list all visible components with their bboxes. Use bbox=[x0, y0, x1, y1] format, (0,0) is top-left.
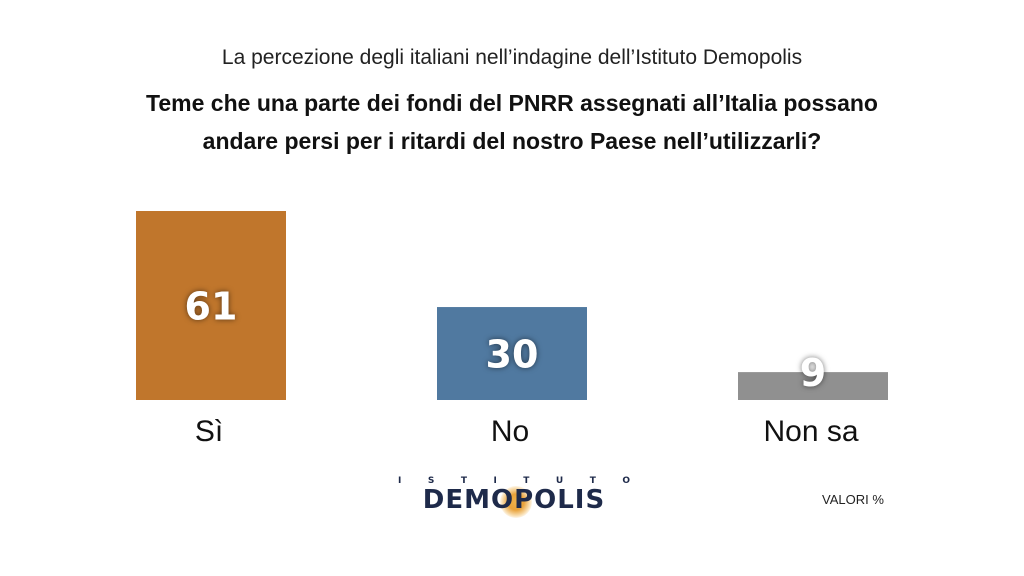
logo-letter: U bbox=[555, 476, 564, 486]
logo-glow-icon bbox=[500, 486, 532, 518]
chart-title: Teme che una parte dei fondi del PNRR as… bbox=[0, 84, 1024, 160]
chart-title-line-2: andare persi per i ritardi del nostro Pa… bbox=[202, 128, 822, 154]
logo-letter: I bbox=[398, 476, 402, 486]
chart-subtitle: La percezione degli italiani nell’indagi… bbox=[221, 46, 803, 69]
bar-value-label: 30 bbox=[486, 333, 539, 377]
demopolis-logo: I S T I T U T O DEMOPOLIS bbox=[398, 476, 630, 520]
bar-si bbox=[136, 211, 286, 400]
category-label: Sì bbox=[195, 415, 223, 448]
logo-letter: O bbox=[622, 476, 630, 486]
logo-wordmark: DEMOPOLIS bbox=[422, 485, 606, 515]
logo-letter: I bbox=[493, 476, 497, 486]
bar-non-sa bbox=[738, 372, 888, 400]
bar-value-label: 9 bbox=[800, 351, 826, 395]
logo-letter: T bbox=[523, 476, 530, 486]
category-label: Non sa bbox=[763, 415, 858, 448]
chart-title-line-1: Teme che una parte dei fondi del PNRR as… bbox=[146, 90, 878, 116]
logo-letter: T bbox=[589, 476, 596, 486]
category-label: No bbox=[491, 415, 529, 448]
bar-no bbox=[437, 307, 587, 400]
units-label: VALORI % bbox=[822, 492, 884, 507]
bar-value-label: 61 bbox=[185, 285, 238, 329]
logo-letter: S bbox=[427, 476, 435, 486]
logo-letter: T bbox=[460, 476, 467, 486]
